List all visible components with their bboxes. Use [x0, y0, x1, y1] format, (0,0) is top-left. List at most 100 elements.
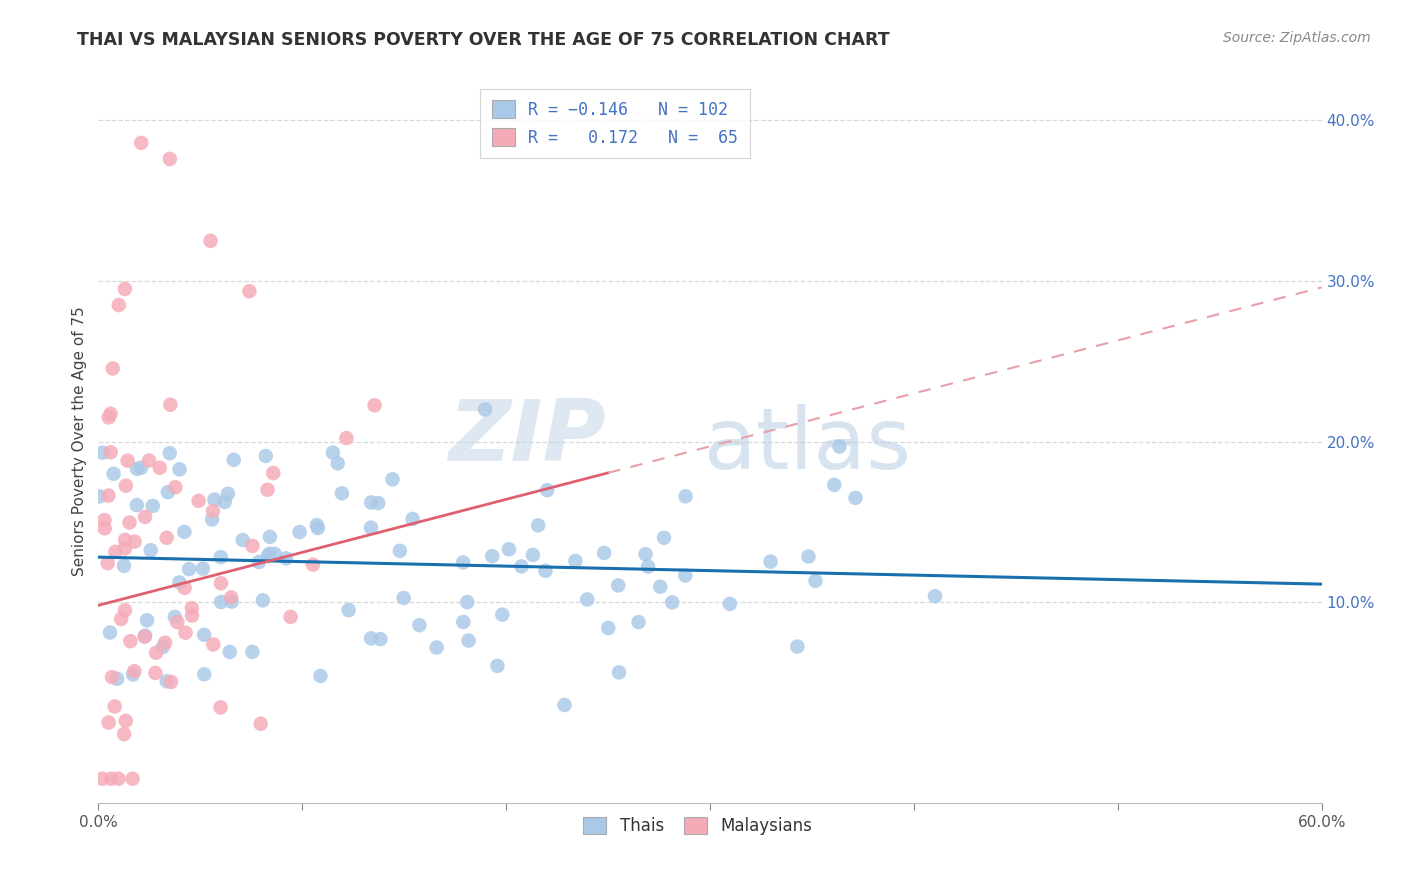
Point: [117, 453, 139, 467]
Point: [522, 548, 544, 562]
Point: [249, 716, 271, 731]
Point: [607, 578, 630, 592]
Point: [104, 699, 127, 714]
Point: [924, 589, 946, 603]
Point: [153, 635, 176, 649]
Point: [163, 610, 186, 624]
Point: [114, 714, 136, 728]
Point: [360, 632, 382, 646]
Point: [607, 665, 630, 680]
Point: [177, 562, 200, 576]
Point: [100, 407, 122, 421]
Point: [91, 445, 114, 459]
Point: [451, 555, 474, 569]
Text: Source: ZipAtlas.com: Source: ZipAtlas.com: [1223, 31, 1371, 45]
Point: [274, 551, 297, 566]
Point: [337, 603, 360, 617]
Point: [247, 555, 270, 569]
Point: [166, 615, 188, 629]
Point: [118, 516, 141, 530]
Point: [534, 564, 557, 578]
Point: [156, 531, 179, 545]
Point: [97, 715, 120, 730]
Point: [145, 646, 167, 660]
Point: [844, 491, 866, 505]
Point: [114, 541, 136, 556]
Point: [804, 574, 827, 588]
Point: [159, 398, 181, 412]
Point: [173, 524, 195, 539]
Point: [209, 700, 232, 714]
Point: [510, 559, 533, 574]
Point: [98, 625, 121, 640]
Point: [134, 509, 156, 524]
Point: [97, 556, 120, 570]
Point: [498, 542, 520, 557]
Point: [759, 555, 782, 569]
Point: [209, 550, 232, 565]
Point: [652, 531, 675, 545]
Point: [222, 453, 245, 467]
Point: [129, 460, 152, 475]
Point: [288, 524, 311, 539]
Point: [381, 472, 404, 486]
Point: [309, 669, 332, 683]
Point: [115, 478, 138, 492]
Point: [598, 621, 620, 635]
Point: [675, 489, 697, 503]
Point: [112, 727, 135, 741]
Point: [181, 608, 204, 623]
Point: [105, 672, 128, 686]
Point: [209, 576, 232, 591]
Point: [673, 568, 696, 582]
Point: [165, 480, 187, 494]
Point: [191, 561, 214, 575]
Point: [457, 633, 479, 648]
Point: [174, 625, 197, 640]
Point: [136, 613, 159, 627]
Point: [637, 559, 659, 574]
Point: [256, 549, 278, 563]
Point: [120, 634, 142, 648]
Point: [259, 547, 281, 561]
Point: [114, 282, 136, 296]
Point: [256, 483, 278, 497]
Text: ZIP: ZIP: [449, 396, 606, 479]
Point: [93, 513, 115, 527]
Point: [121, 772, 143, 786]
Text: THAI VS MALAYSIAN SENIORS POVERTY OVER THE AGE OF 75 CORRELATION CHART: THAI VS MALAYSIAN SENIORS POVERTY OVER T…: [77, 31, 890, 49]
Point: [100, 772, 122, 786]
Point: [576, 592, 599, 607]
Point: [217, 487, 239, 501]
Point: [456, 595, 478, 609]
Point: [108, 298, 131, 312]
Point: [139, 543, 162, 558]
Point: [593, 546, 616, 560]
Point: [661, 595, 683, 609]
Point: [367, 496, 389, 510]
Point: [536, 483, 558, 497]
Point: [322, 445, 344, 459]
Y-axis label: Seniors Poverty Over the Age of 75: Seniors Poverty Over the Age of 75: [72, 307, 87, 576]
Point: [97, 410, 120, 425]
Point: [363, 398, 385, 412]
Point: [401, 512, 423, 526]
Point: [204, 492, 226, 507]
Point: [103, 467, 125, 481]
Point: [193, 667, 215, 681]
Point: [797, 549, 820, 564]
Point: [388, 544, 411, 558]
Point: [392, 591, 415, 605]
Point: [101, 670, 124, 684]
Point: [232, 533, 254, 547]
Point: [202, 638, 225, 652]
Point: [159, 152, 181, 166]
Point: [124, 664, 146, 678]
Point: [124, 534, 146, 549]
Point: [474, 402, 496, 417]
Point: [91, 772, 114, 786]
Point: [160, 674, 183, 689]
Point: [193, 628, 215, 642]
Point: [240, 645, 263, 659]
Point: [242, 539, 264, 553]
